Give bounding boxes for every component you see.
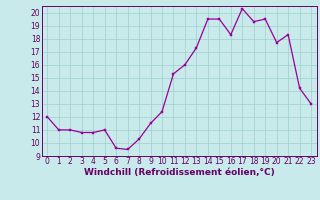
X-axis label: Windchill (Refroidissement éolien,°C): Windchill (Refroidissement éolien,°C) [84,168,275,177]
